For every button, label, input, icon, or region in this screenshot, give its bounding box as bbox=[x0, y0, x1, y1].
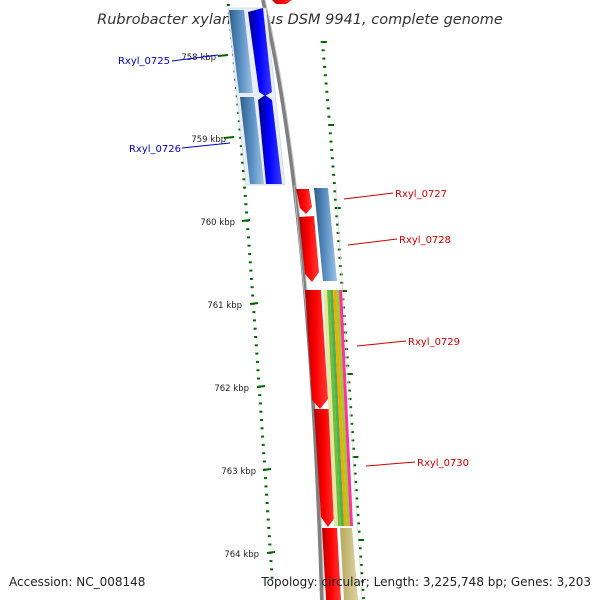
scale-major-tick-763 bbox=[262, 468, 272, 471]
scale-label-759: 759 kbp bbox=[191, 135, 226, 145]
accession-text: Accession: NC_008148 bbox=[9, 575, 145, 589]
forward-track-frame bbox=[293, 185, 363, 600]
gene-label-line-Rxyl_0729 bbox=[356, 340, 407, 347]
gene-label-group-reverse: Rxyl_0725 Rxyl_0726 bbox=[118, 54, 231, 155]
gene-label-Rxyl_0730[interactable]: Rxyl_0730 bbox=[417, 458, 469, 469]
cds-Rxyl_0726[interactable] bbox=[258, 95, 282, 184]
scale-major-tick-759 bbox=[223, 136, 235, 139]
scale-label-764: 764 kbp bbox=[224, 550, 259, 560]
scale-label-760: 760 kbp bbox=[200, 218, 235, 228]
cds-next-partial bbox=[322, 528, 341, 600]
topology-text: Topology: circular; Length: 3,225,748 bp… bbox=[260, 575, 591, 589]
gene-label-group-forward: Rxyl_0727 Rxyl_0728 Rxyl_0729 Rxyl_0730 bbox=[343, 189, 469, 469]
scale-major-tick-764 bbox=[266, 551, 276, 554]
scale-major-tick-758 bbox=[217, 54, 229, 57]
cds-Rxyl_0725[interactable] bbox=[248, 8, 272, 96]
scale-major-tick-760 bbox=[241, 219, 251, 222]
cds-Rxyl_0729[interactable] bbox=[305, 290, 328, 409]
scale-label-762: 762 kbp bbox=[214, 384, 249, 394]
gene-label-line-Rxyl_0730 bbox=[365, 461, 416, 467]
cog-multicolor-stripes bbox=[323, 290, 353, 526]
genome-backbone bbox=[261, 0, 324, 600]
gene-label-Rxyl_0726[interactable]: Rxyl_0726 bbox=[129, 144, 181, 155]
gene-label-line-Rxyl_0727 bbox=[343, 192, 394, 200]
gene-label-line-Rxyl_0726 bbox=[181, 142, 231, 149]
cds-Rxyl_0727[interactable] bbox=[296, 189, 312, 214]
gene-label-Rxyl_0725[interactable]: Rxyl_0725 bbox=[118, 56, 170, 67]
cds-fragment-top bbox=[272, 0, 292, 4]
scale-label-763: 763 kbp bbox=[221, 467, 256, 477]
cds-Rxyl_0728[interactable] bbox=[299, 216, 319, 282]
cog-bar-Rxyl_0725 bbox=[229, 10, 253, 93]
gene-label-line-Rxyl_0725 bbox=[171, 54, 219, 62]
map-title: Rubrobacter xylanophilus DSM 9941, compl… bbox=[97, 12, 503, 28]
scale-major-tick-762 bbox=[256, 385, 266, 388]
scale-label-761: 761 kbp bbox=[207, 301, 242, 311]
scale-major-tick-761 bbox=[249, 302, 259, 305]
cog-bar-khaki bbox=[340, 528, 358, 600]
gene-label-Rxyl_0728[interactable]: Rxyl_0728 bbox=[399, 235, 451, 246]
gene-label-Rxyl_0727[interactable]: Rxyl_0727 bbox=[395, 189, 447, 200]
gene-label-Rxyl_0729[interactable]: Rxyl_0729 bbox=[408, 337, 460, 348]
gene-label-line-Rxyl_0728 bbox=[347, 238, 398, 246]
cog-bar-Rxyl_0726 bbox=[240, 97, 264, 184]
cog-bar-Rxyl_0727-0728 bbox=[314, 188, 337, 281]
